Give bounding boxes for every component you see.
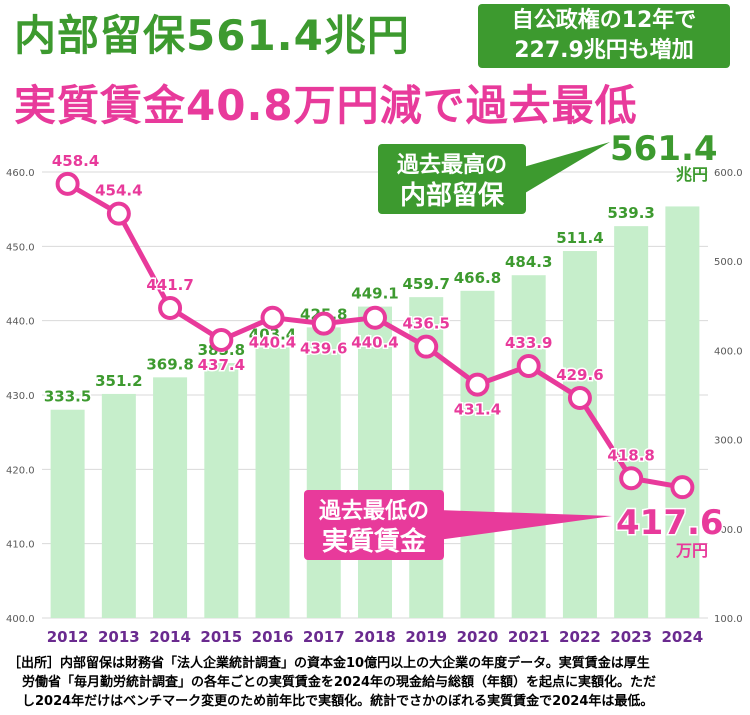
x-tick-label: 2012 [47, 628, 89, 646]
y-left-tick-label: 420.0 [6, 465, 35, 476]
wage-point [260, 305, 285, 330]
bar [204, 363, 239, 618]
footnote-line1: ［出所］内部留保は財務省「法人企業統計調査」の資本金10億円以上の大企業の年度デ… [8, 656, 650, 671]
x-tick-label: 2017 [303, 628, 345, 646]
headline-retained-earnings: 内部留保561.4兆円 [14, 11, 410, 60]
wage-point [311, 311, 336, 336]
x-tick-label: 2013 [98, 628, 140, 646]
bar-value-label: 484.3 [505, 253, 552, 271]
bar [306, 327, 341, 618]
wage-value-label: 429.6 [556, 366, 603, 384]
source-footnote: ［出所］内部留保は財務省「法人企業統計調査」の資本金10億円以上の大企業の年度デ… [8, 654, 744, 711]
wage-value-label: 437.4 [198, 356, 245, 374]
callout-wage-pointer [438, 510, 612, 540]
bar [50, 409, 85, 618]
bar [460, 290, 495, 618]
wage-value-label: 433.9 [505, 334, 552, 352]
wage-point [209, 327, 234, 352]
footnote-line3: し2024年だけはベンチマーク変更のため前年比で実額化。統計でさかのぼれる実質賃… [22, 694, 654, 709]
wage-point [363, 305, 387, 330]
y-left-tick-label: 400.0 [6, 614, 35, 625]
bar [614, 226, 649, 618]
bar-value-label: 466.8 [454, 269, 501, 287]
bar [101, 393, 136, 618]
y-right-tick-label: 400.0 [714, 346, 743, 357]
callout-wage-unit: 万円 [675, 541, 708, 560]
y-right-tick-label: 100.0 [714, 614, 743, 625]
callout-wage-box [304, 490, 444, 560]
bar [153, 377, 188, 618]
x-tick-label: 2022 [559, 628, 601, 646]
y-left-tick-label: 430.0 [6, 391, 35, 402]
wage-point [158, 296, 183, 321]
wage-point [619, 466, 644, 491]
y-left-tick-label: 450.0 [6, 242, 35, 253]
callout-wage-line2: 実質賃金 [322, 526, 427, 557]
subheadline-line1: 自公政権の12年で [511, 8, 697, 33]
wage-point [567, 385, 592, 410]
bar [255, 347, 290, 618]
wage-value-label: 441.7 [146, 276, 193, 294]
bar [511, 275, 546, 618]
y-left-tick-label: 460.0 [6, 168, 35, 179]
wage-point [516, 354, 541, 379]
wage-value-label: 454.4 [95, 182, 142, 200]
x-tick-label: 2020 [457, 628, 499, 646]
wage-value-label: 440.4 [249, 334, 296, 352]
bar-value-label: 369.8 [146, 355, 193, 373]
bar [562, 251, 597, 618]
combo-chart: 400.0 410.0 420.0 430.0 440.0 450.0 460.0 100.0… [6, 130, 743, 646]
wage-value-label: 431.4 [454, 401, 501, 419]
wage-value-label: 439.6 [300, 340, 347, 358]
subheadline-line2: 227.9兆円も増加 [514, 38, 694, 63]
callout-retained-line2: 内部留保 [400, 181, 505, 211]
callout-wage-line1: 過去最低の [319, 498, 429, 524]
wage-point [465, 372, 490, 397]
wage-point [670, 475, 695, 500]
y-right-tick-label: 300.0 [714, 436, 743, 447]
wage-point [55, 171, 80, 196]
y-left-tick-label: 440.0 [6, 317, 35, 328]
bar-value-label: 511.4 [556, 229, 603, 247]
wage-value-label: 458.4 [52, 152, 99, 170]
callout-retained-unit: 兆円 [676, 165, 708, 184]
x-tick-label: 2024 [662, 628, 704, 646]
subheadline-increase-box: 自公政権の12年で 227.9兆円も増加 [478, 4, 730, 68]
wage-value-label: 436.5 [403, 315, 450, 333]
bar-value-label: 449.1 [351, 285, 398, 303]
callout-retained-line1: 過去最高の [397, 152, 507, 178]
x-tick-label: 2016 [252, 628, 294, 646]
y-right-tick-label: 200.0 [714, 525, 743, 536]
bar-value-label: 403.4 [249, 325, 296, 343]
callout-retained-box [378, 144, 526, 214]
footnote-line2: 労働省「毎月勤労統計調査」の各年ごとの実質賃金を2024年の現金給与総額（年額）… [22, 675, 657, 690]
wage-value-label: 418.8 [607, 446, 654, 464]
x-tick-label: 2015 [200, 628, 242, 646]
x-tick-label: 2021 [508, 628, 550, 646]
y-right-tick-label: 600.0 [714, 168, 743, 179]
bar-value-label: 333.5 [44, 388, 91, 406]
callout-retained-value: 561.4 [610, 130, 718, 169]
x-tick-label: 2014 [149, 628, 191, 646]
bar-value-label: 539.3 [607, 204, 654, 222]
callout-retained-pointer [520, 142, 610, 196]
wage-point [106, 201, 131, 226]
y-right-tick-label: 500.0 [714, 257, 743, 268]
headline-real-wage: 実質賃金40.8万円減で過去最低 [14, 81, 638, 130]
y-left-tick-label: 410.0 [6, 540, 35, 551]
bar [665, 206, 700, 618]
callout-wage-value: 417.6 [616, 503, 724, 543]
bar-value-label: 459.7 [403, 275, 450, 293]
wage-point [414, 334, 439, 359]
bar-value-label: 351.2 [95, 372, 142, 390]
bar [358, 306, 392, 618]
x-tick-label: 2019 [405, 628, 447, 646]
x-tick-label: 2018 [354, 628, 396, 646]
wage-value-label: 440.4 [351, 334, 398, 352]
x-tick-label: 2023 [610, 628, 652, 646]
